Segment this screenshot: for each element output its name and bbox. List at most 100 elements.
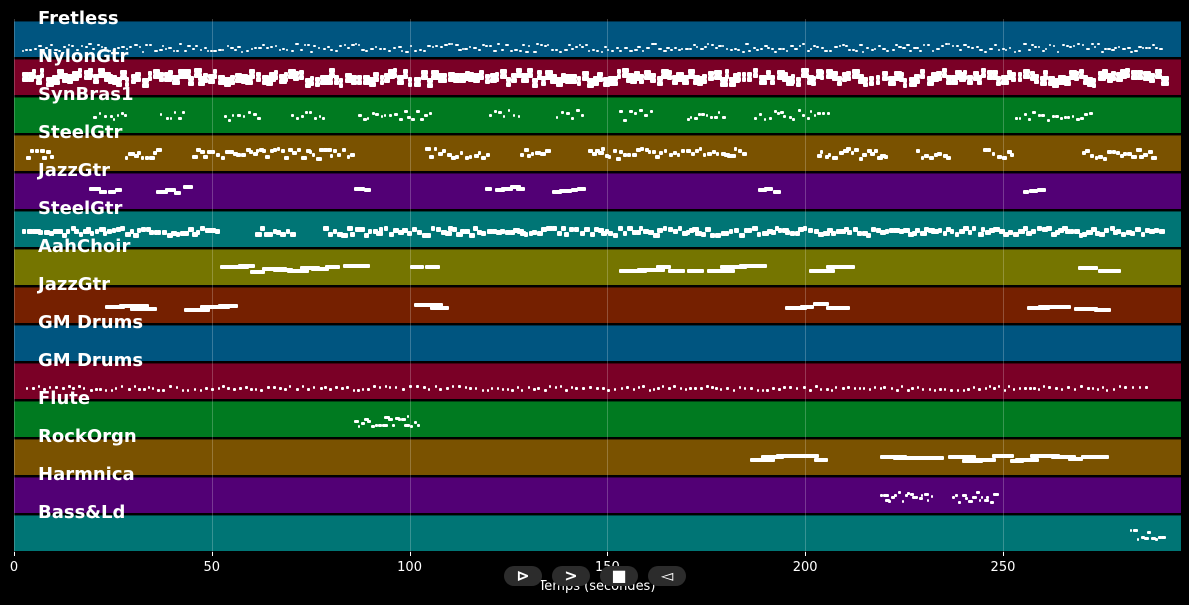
note [196,147,201,152]
note [505,43,510,46]
note [563,48,568,51]
note [1012,387,1016,391]
note [125,47,129,50]
note [272,147,278,152]
note [98,189,108,194]
note [473,73,481,79]
note [829,49,833,52]
note [89,388,93,392]
note [637,45,641,48]
note [981,68,986,74]
note [592,151,598,156]
note [907,388,910,392]
note [809,47,813,50]
forward-button[interactable]: > [552,566,590,586]
note [700,48,705,51]
note [880,154,886,159]
note [260,226,266,232]
note [858,387,861,391]
note [607,155,612,160]
note [1061,226,1069,232]
note [131,152,136,157]
note [472,226,479,232]
note [1027,48,1031,51]
note [560,110,565,114]
note [653,387,656,391]
note [837,80,843,86]
track-name: NylonGtr [38,46,129,67]
note [1091,77,1097,83]
note [765,69,772,75]
note [835,155,839,160]
note [576,81,581,87]
note [299,70,304,76]
note [992,69,998,75]
note [917,386,920,390]
note [967,388,971,392]
note [108,50,112,53]
note [796,387,799,391]
note [57,73,64,79]
note [249,69,255,75]
note [193,387,196,391]
note [184,230,190,236]
note [1076,43,1081,46]
note [278,78,287,84]
note [692,227,699,233]
note [269,149,275,154]
note [576,187,586,192]
note [870,152,875,157]
play-button[interactable]: ⊳ [504,566,542,586]
note [391,424,395,428]
note [1007,70,1012,76]
note [136,228,142,234]
note [212,49,217,52]
note [1159,229,1165,235]
note [635,148,642,153]
note [240,50,244,53]
note [521,77,529,83]
note [284,72,289,78]
note [426,77,433,83]
note [742,152,748,157]
note [582,71,589,77]
note [408,81,413,87]
note [369,76,377,82]
note [783,115,787,119]
note [1091,387,1095,391]
note [813,113,817,117]
note [500,69,508,75]
note [408,76,413,82]
note [601,147,605,152]
note [383,113,387,117]
note [603,46,608,49]
track-name: SynBras1 [38,84,134,105]
note [1101,385,1105,389]
note [763,45,768,48]
note [1105,388,1108,392]
note [914,228,920,234]
note [931,229,938,235]
note [498,111,503,115]
note [446,152,452,157]
note [643,74,652,80]
note [606,388,610,392]
note [1116,228,1122,234]
note [217,74,226,80]
note [153,74,160,80]
note [37,385,41,389]
back-button[interactable]: ◅ [648,566,686,586]
note [527,386,530,390]
note [770,48,775,51]
note [203,73,208,78]
note [1080,116,1084,120]
note [397,45,402,48]
stop-button[interactable]: ■ [600,566,638,586]
note [810,80,816,86]
note [724,152,730,157]
note [918,496,923,500]
note [28,71,34,77]
note [349,231,356,237]
note [311,153,316,158]
note [145,227,152,232]
